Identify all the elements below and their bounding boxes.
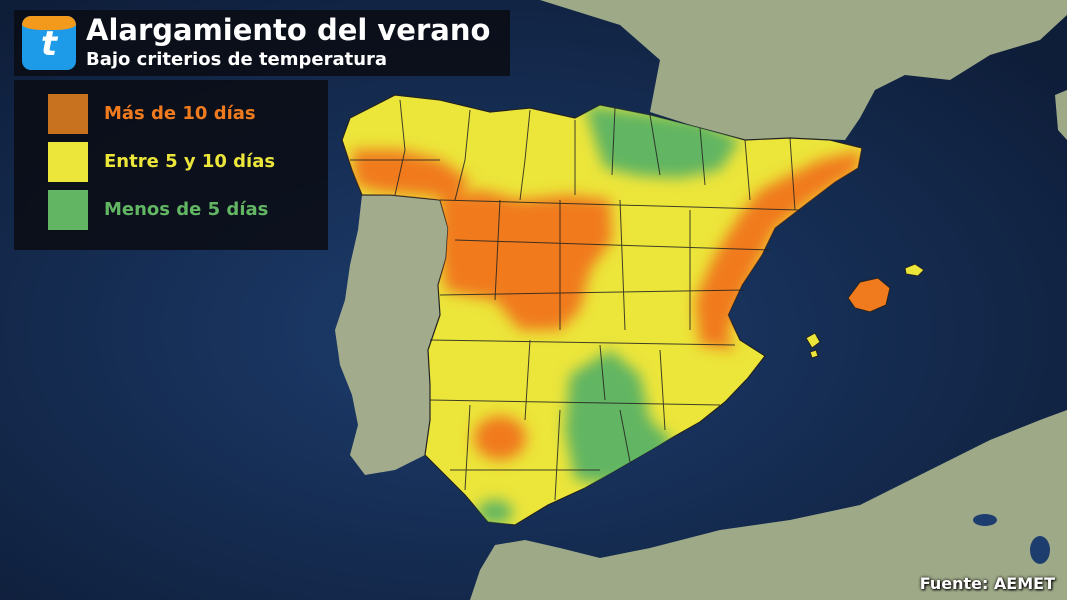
legend-item-5-10: Entre 5 y 10 días — [48, 142, 318, 182]
logo-cap-shape — [22, 16, 76, 30]
province-borders — [350, 99, 801, 501]
map-title: Alargamiento del verano — [86, 13, 491, 47]
lake-shape — [973, 514, 997, 526]
portugal-land — [335, 195, 448, 475]
legend-swatch-green — [48, 190, 88, 230]
island-mallorca — [847, 277, 891, 313]
logo-letter: t — [40, 24, 58, 64]
lake-shape — [1030, 536, 1050, 564]
legend-item-less-5: Menos de 5 días — [48, 190, 318, 230]
sardinia-land — [1055, 90, 1067, 140]
north-africa-land — [470, 410, 1067, 600]
zone-orange-central — [440, 190, 612, 330]
legend-label: Más de 10 días — [104, 103, 256, 124]
legend-label: Menos de 5 días — [104, 199, 269, 220]
legend-item-more-10: Más de 10 días — [48, 94, 318, 134]
map-subtitle: Bajo criterios de temperatura — [86, 49, 388, 70]
legend-panel: Más de 10 días Entre 5 y 10 días Menos d… — [14, 80, 328, 250]
zone-green-gibraltar — [477, 500, 513, 524]
zone-orange-galicia — [352, 150, 470, 200]
legend-swatch-yellow — [48, 142, 88, 182]
zone-green-southeast — [565, 350, 672, 485]
island-ibiza — [805, 332, 821, 349]
legend-swatch-orange — [48, 94, 88, 134]
france-land — [540, 0, 1067, 140]
zone-orange-south — [474, 416, 526, 460]
source-credit: Fuente: AEMET — [919, 574, 1055, 593]
brand-logo: t — [22, 16, 76, 70]
island-formentera — [809, 349, 819, 359]
legend-label: Entre 5 y 10 días — [104, 151, 276, 172]
title-panel: t Alargamiento del verano Bajo criterios… — [14, 10, 510, 76]
island-menorca — [904, 263, 925, 277]
